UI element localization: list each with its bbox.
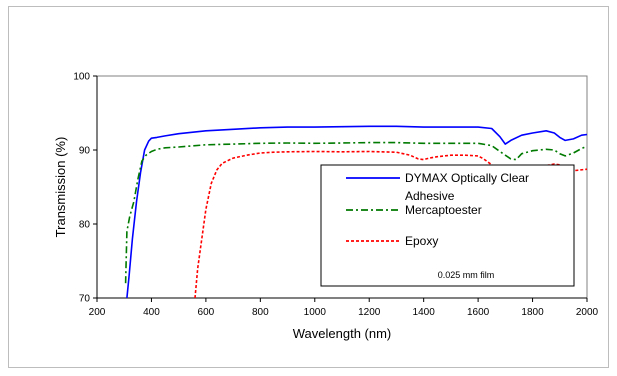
y-tick-label: 80 xyxy=(79,220,91,231)
x-tick-label: 1000 xyxy=(304,307,327,318)
legend-label-mercaptoester: Mercaptoester xyxy=(405,203,482,217)
x-tick-label: 1200 xyxy=(358,307,381,318)
x-tick-label: 1600 xyxy=(467,307,490,318)
x-tick-label: 200 xyxy=(89,307,106,318)
y-tick-label: 70 xyxy=(79,294,91,305)
x-tick-label: 600 xyxy=(198,307,215,318)
axes: 200 400 600 800 1000 1200 1400 1600 1800 2000 70 80… xyxy=(73,72,598,319)
x-tick-label: 400 xyxy=(143,307,160,318)
y-tick-label: 100 xyxy=(73,72,90,83)
legend-label-dymax-line1: DYMAX Optically Clear xyxy=(405,171,529,185)
x-axis-label: Wavelength (nm) xyxy=(293,326,392,341)
legend-label-dymax-line2: Adhesive xyxy=(405,189,455,203)
x-tick-label: 2000 xyxy=(576,307,599,318)
legend-box xyxy=(320,164,575,287)
x-tick-label: 1800 xyxy=(521,307,544,318)
series-line-2 xyxy=(124,141,588,284)
legend-label-epoxy: Epoxy xyxy=(405,234,438,248)
x-tick-label: 1400 xyxy=(413,307,436,318)
legend: DYMAX Optically Clear AdhesiveMercaptoest… xyxy=(320,164,575,287)
x-tick-label: 800 xyxy=(252,307,269,318)
y-axis-label: Transmission (%) xyxy=(53,137,68,238)
y-tick-label: 90 xyxy=(79,146,91,157)
series-line-1 xyxy=(126,125,588,299)
film-thickness-annotation: 0.025 mm film xyxy=(438,270,495,280)
